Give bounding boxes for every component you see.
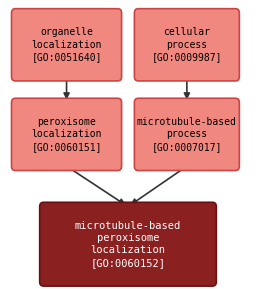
Text: microtubule-based
peroxisome
localization
[GO:0060152]: microtubule-based peroxisome localizatio… [75,221,181,268]
FancyBboxPatch shape [40,202,216,286]
Text: microtubule-based
process
[GO:0007017]: microtubule-based process [GO:0007017] [137,117,237,152]
Text: cellular
process
[GO:0009987]: cellular process [GO:0009987] [152,27,222,62]
FancyBboxPatch shape [134,9,239,81]
Text: organelle
localization
[GO:0051640]: organelle localization [GO:0051640] [31,27,102,62]
FancyBboxPatch shape [134,98,239,171]
FancyBboxPatch shape [12,9,122,81]
Text: peroxisome
localization
[GO:0060151]: peroxisome localization [GO:0060151] [31,117,102,152]
FancyBboxPatch shape [12,98,122,171]
